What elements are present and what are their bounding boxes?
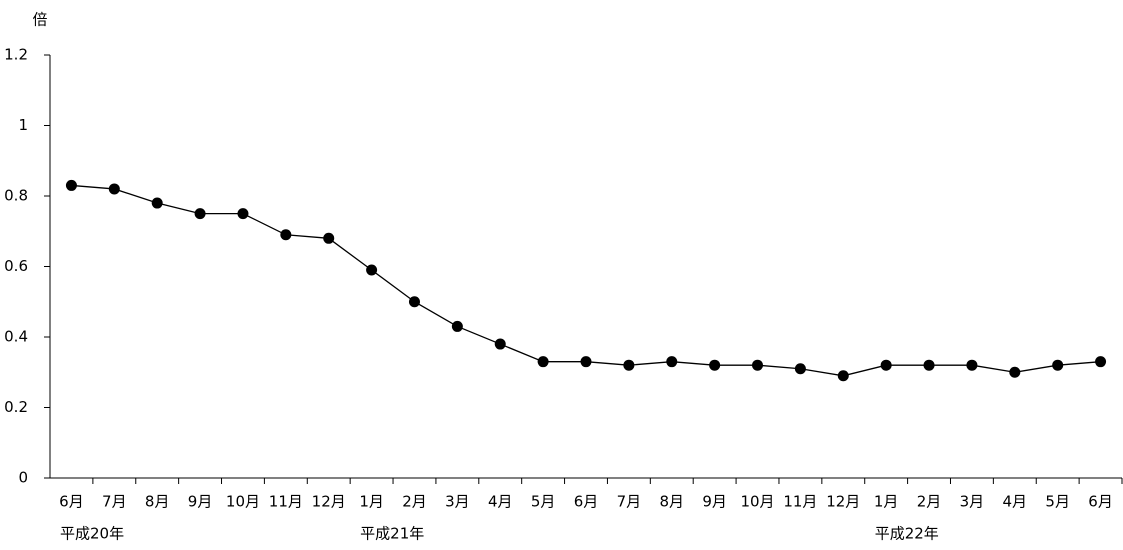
data-point — [1095, 356, 1107, 368]
data-point — [580, 356, 592, 368]
x-tick-label: 3月 — [445, 493, 470, 511]
y-tick-label: 1.2 — [4, 46, 28, 64]
y-axis-label: 倍 — [32, 11, 47, 29]
x-tick-label: 6月 — [59, 493, 84, 511]
data-point — [280, 229, 292, 241]
x-group-label: 平成20年 — [60, 525, 124, 543]
data-point — [794, 363, 806, 375]
x-tick-label: 10月 — [226, 493, 260, 511]
y-tick-label: 0.2 — [4, 398, 28, 416]
data-point — [880, 359, 892, 371]
x-tick-label: 8月 — [659, 493, 684, 511]
y-tick-label: 0.8 — [4, 187, 28, 205]
data-point — [1009, 366, 1021, 378]
x-group-label: 平成21年 — [360, 525, 424, 543]
series-line — [71, 184, 1101, 377]
x-tick-label: 10月 — [740, 493, 774, 511]
data-point — [194, 208, 206, 220]
x-tick-label: 12月 — [312, 493, 346, 511]
x-tick-label: 4月 — [488, 493, 513, 511]
x-tick-label: 1月 — [874, 493, 899, 511]
data-point — [237, 208, 249, 220]
x-tick-label: 9月 — [702, 493, 727, 511]
x-tick-label: 11月 — [783, 493, 817, 511]
x-tick-label: 2月 — [917, 493, 942, 511]
y-tick-label: 0.4 — [4, 328, 28, 346]
data-point — [666, 356, 678, 368]
x-tick-label: 12月 — [826, 493, 860, 511]
data-point — [709, 359, 721, 371]
data-point — [108, 183, 120, 195]
x-tick-label: 7月 — [617, 493, 642, 511]
data-point — [65, 179, 77, 191]
x-tick-label: 7月 — [102, 493, 127, 511]
x-tick-label: 9月 — [188, 493, 213, 511]
data-point — [494, 338, 506, 350]
x-tick-label: 4月 — [1003, 493, 1028, 511]
y-tick-label: 0 — [18, 469, 28, 487]
x-tick-label: 3月 — [960, 493, 985, 511]
x-tick-label: 1月 — [359, 493, 384, 511]
x-group-label: 平成22年 — [875, 525, 939, 543]
data-point — [923, 359, 935, 371]
y-tick-label: 1 — [18, 116, 28, 134]
x-tick-label: 6月 — [1088, 493, 1113, 511]
data-point — [451, 320, 463, 332]
y-tick-label: 0.6 — [4, 257, 28, 275]
data-point — [837, 370, 849, 382]
data-point — [151, 197, 163, 209]
x-tick-label: 8月 — [145, 493, 170, 511]
x-tick-label: 5月 — [1045, 493, 1070, 511]
data-point — [366, 264, 378, 276]
data-point — [752, 359, 764, 371]
data-point — [623, 359, 635, 371]
data-point — [1052, 359, 1064, 371]
x-tick-label: 2月 — [402, 493, 427, 511]
data-point — [323, 232, 335, 244]
x-tick-label: 11月 — [269, 493, 303, 511]
data-point — [537, 356, 549, 368]
x-tick-label: 6月 — [574, 493, 599, 511]
data-point — [408, 296, 420, 308]
data-point — [966, 359, 978, 371]
x-tick-label: 5月 — [531, 493, 556, 511]
